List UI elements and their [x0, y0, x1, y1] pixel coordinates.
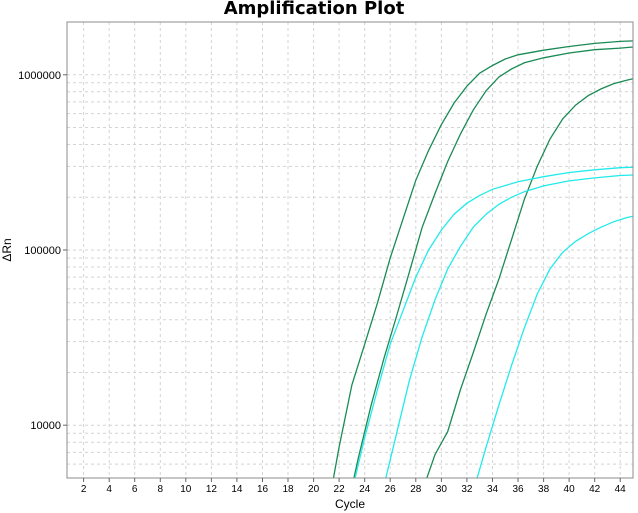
x-tick-label: 16: [257, 484, 269, 495]
x-tick-label: 40: [564, 484, 576, 495]
series-line-6: [476, 215, 633, 478]
x-tick-label: 26: [385, 484, 397, 495]
y-tick-label: 10000: [30, 420, 61, 432]
x-tick-label: 30: [436, 484, 448, 495]
y-tick-label: 1000000: [18, 70, 61, 82]
series-line-3: [426, 78, 633, 478]
x-tick-label: 42: [589, 484, 601, 495]
y-axis-ticks: 10000 100000 1000000: [18, 70, 67, 432]
x-tick-label: 22: [334, 484, 346, 495]
x-tick-label: 34: [487, 484, 499, 495]
x-tick-label: 2: [81, 484, 87, 495]
x-axis-label: Cycle: [335, 497, 365, 511]
x-tick-label: 36: [512, 484, 524, 495]
x-tick-label: 32: [461, 484, 473, 495]
x-tick-label: 8: [158, 484, 164, 495]
series-line-1: [332, 40, 633, 478]
x-tick-label: 6: [132, 484, 138, 495]
y-tick-label: 100000: [24, 245, 61, 257]
x-tick-label: 12: [206, 484, 218, 495]
x-tick-label: 18: [282, 484, 294, 495]
x-tick-label: 38: [538, 484, 550, 495]
series-line-2: [353, 46, 633, 478]
x-tick-label: 28: [410, 484, 422, 495]
x-tick-label: 10: [180, 484, 192, 495]
x-tick-label: 14: [231, 484, 243, 495]
x-tick-label: 24: [359, 484, 371, 495]
x-axis-ticks: 2 4 6 8 10 12 14 16 18 20 22 24 26 28 30 32 34 36 38 40 42 44: [81, 478, 626, 495]
x-tick-label: 4: [106, 484, 112, 495]
chart-title: Amplification Plot: [224, 0, 405, 19]
x-tick-label: 20: [308, 484, 320, 495]
series-group: [332, 40, 633, 478]
grid-lines: [67, 22, 633, 478]
y-axis-label: ΔRn: [0, 238, 14, 261]
series-line-5: [385, 174, 633, 478]
x-tick-label: 44: [615, 484, 627, 495]
series-line-4: [354, 166, 633, 478]
